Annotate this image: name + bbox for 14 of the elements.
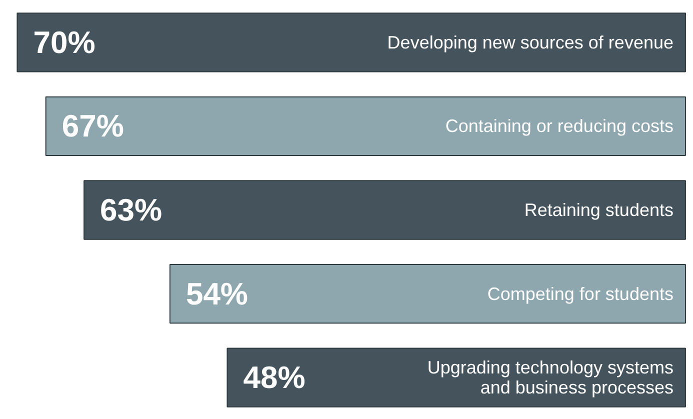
- bar: [16, 12, 686, 72]
- data-label: 70%: [33, 24, 96, 60]
- y-tick-label: Competing for students: [487, 284, 674, 304]
- data-label: 67%: [62, 108, 124, 144]
- y-tick-label: Retaining students: [524, 200, 674, 220]
- data-label: 63%: [100, 192, 162, 228]
- y-tick-label: Developing new sources of revenue: [387, 32, 674, 52]
- bar: [84, 180, 686, 240]
- y-tick-label: Containing or reducing costs: [445, 116, 674, 136]
- y-tick-label: Upgrading technology systems and business processes: [427, 358, 674, 398]
- bar: [169, 264, 686, 324]
- bar: [45, 96, 686, 156]
- data-label: 48%: [243, 360, 306, 396]
- data-label: 54%: [186, 276, 248, 312]
